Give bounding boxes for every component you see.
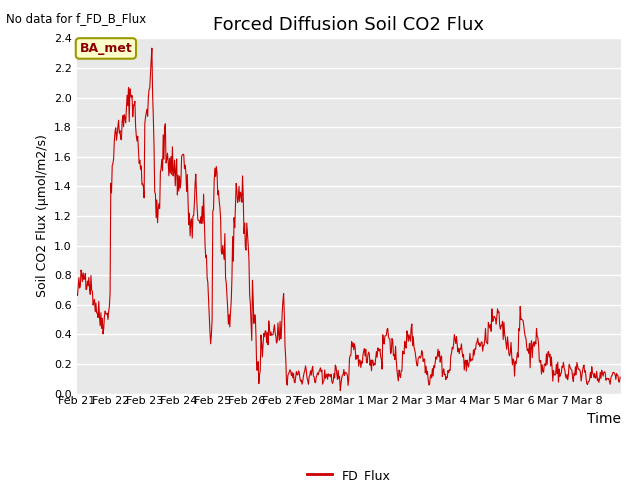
- Legend: FD_Flux: FD_Flux: [302, 464, 396, 480]
- Text: No data for f_FD_B_Flux: No data for f_FD_B_Flux: [6, 12, 147, 25]
- Y-axis label: Soil CO2 Flux (μmol/m2/s): Soil CO2 Flux (μmol/m2/s): [35, 134, 49, 298]
- X-axis label: Time: Time: [587, 412, 621, 426]
- Text: BA_met: BA_met: [79, 42, 132, 55]
- Title: Forced Diffusion Soil CO2 Flux: Forced Diffusion Soil CO2 Flux: [213, 16, 484, 34]
